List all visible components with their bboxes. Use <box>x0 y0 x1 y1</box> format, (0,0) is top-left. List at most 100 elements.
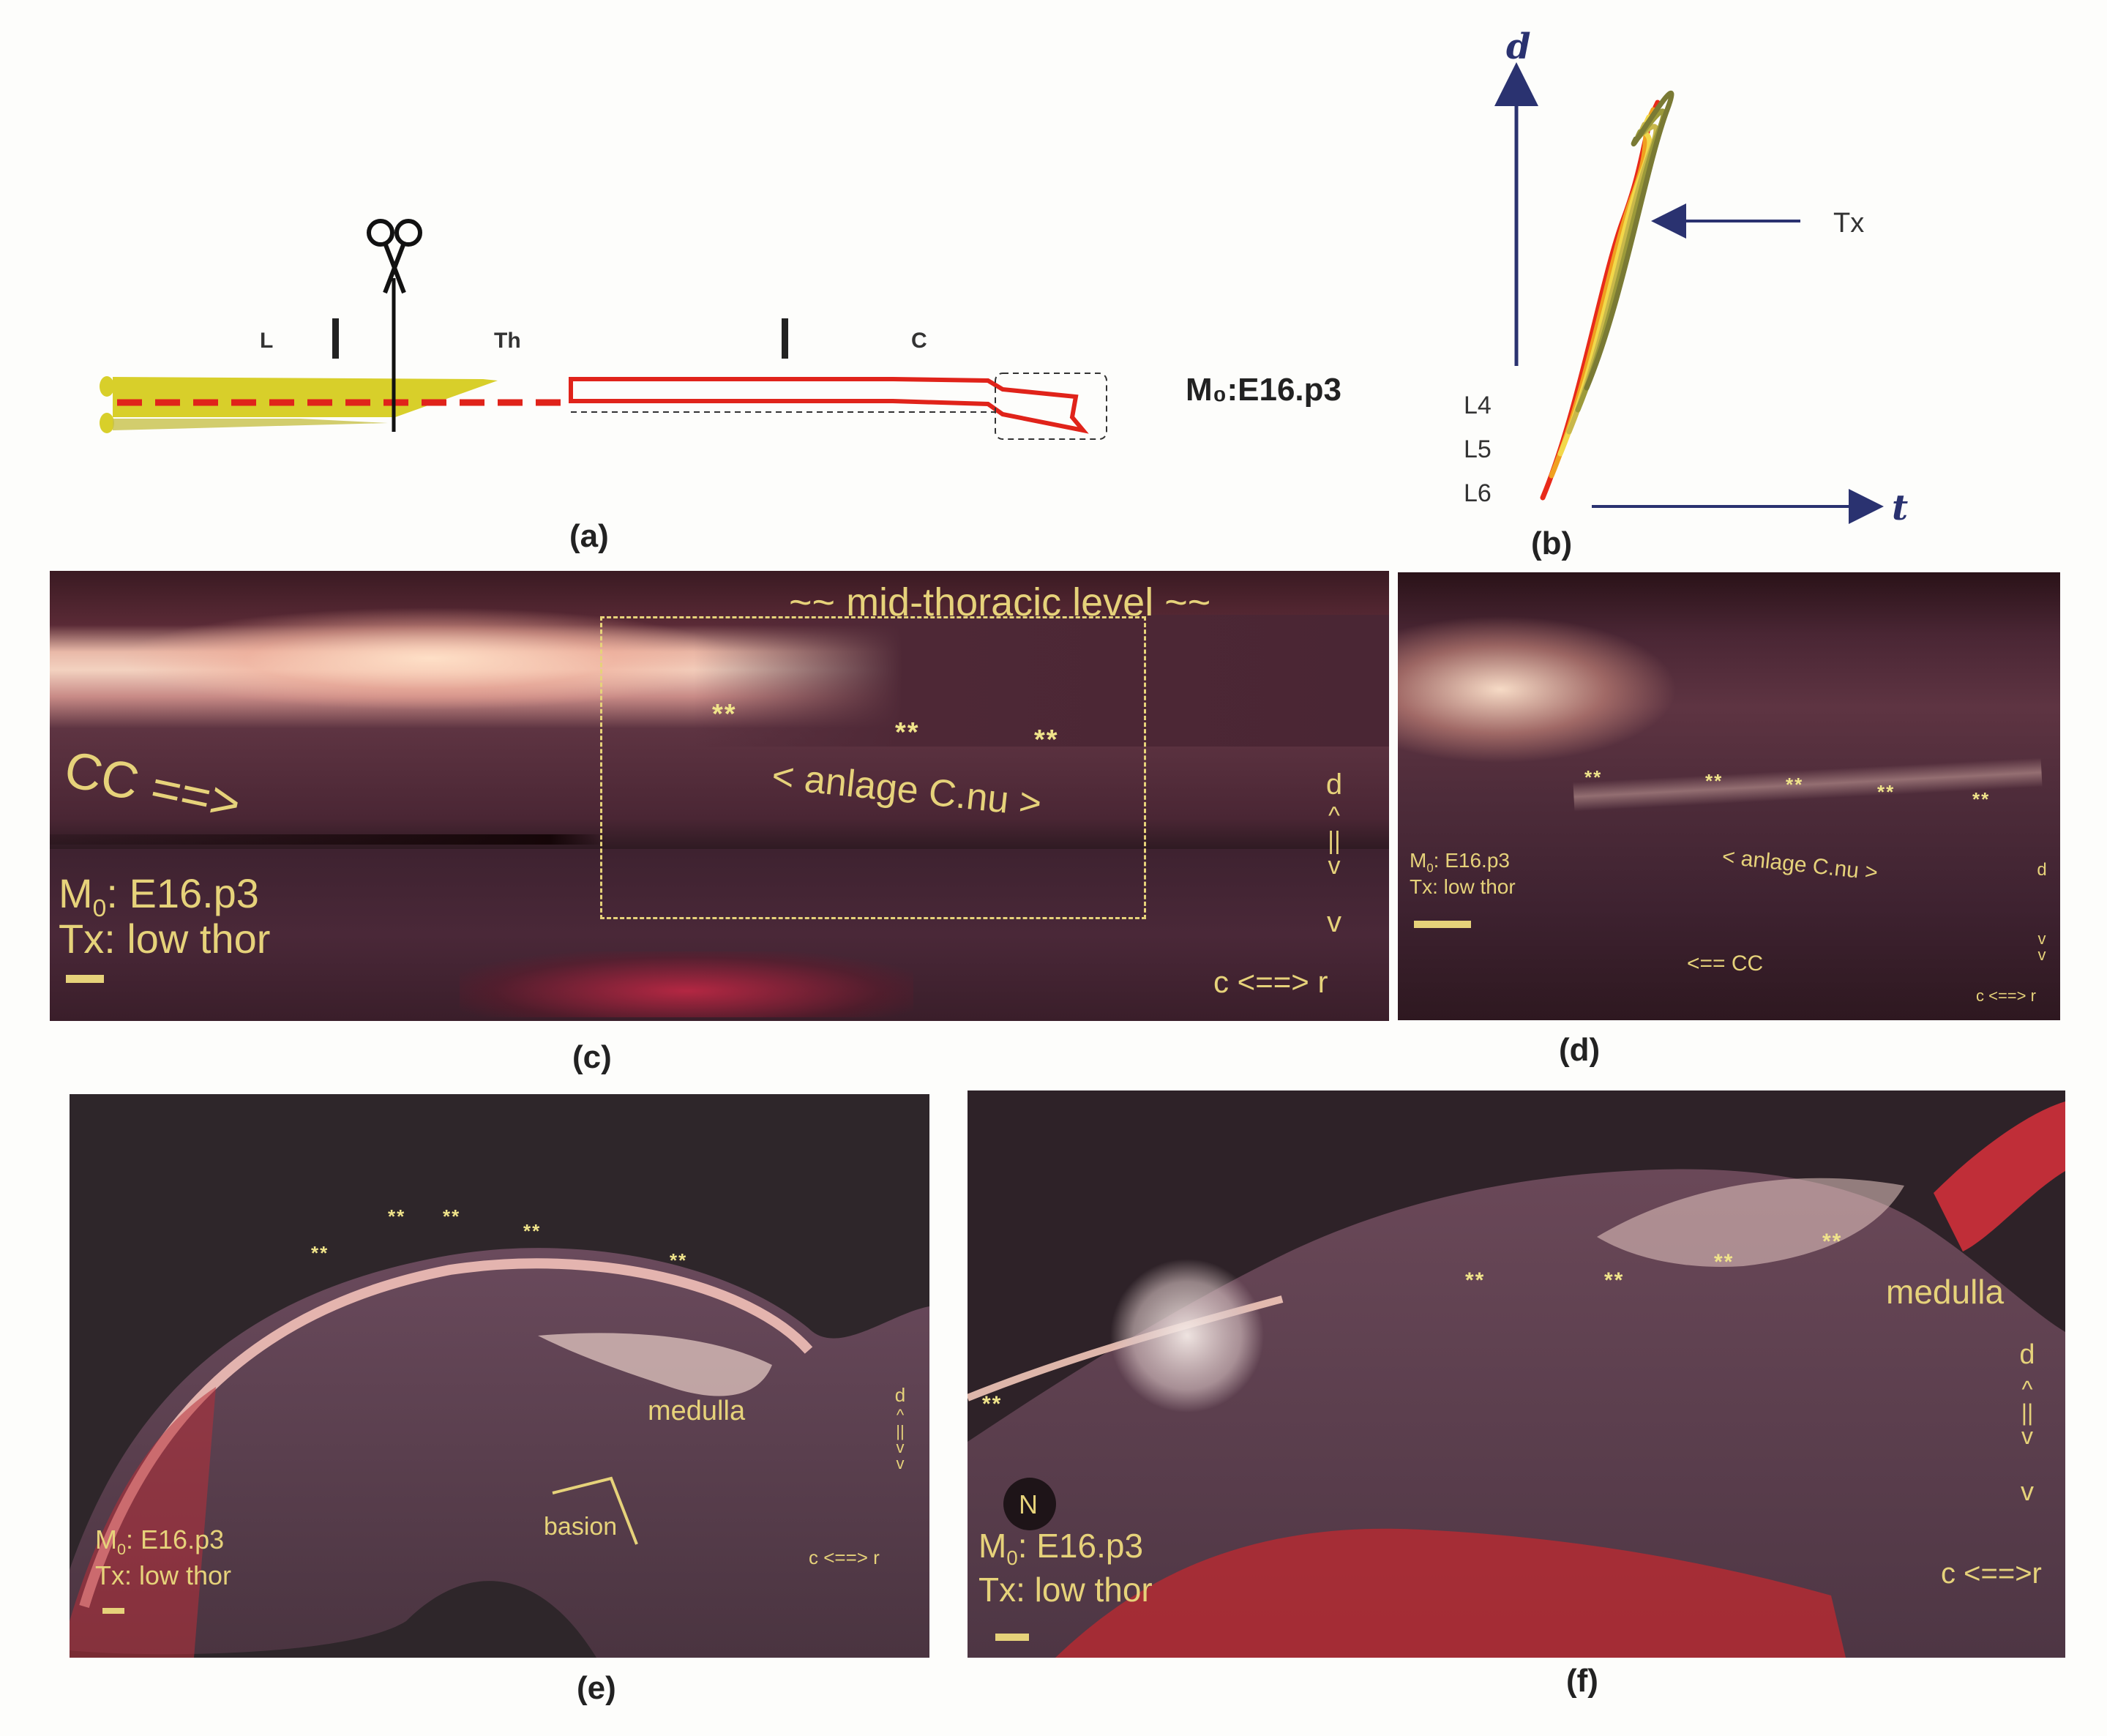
title-mid-thoracic: ~~ mid-thoracic level ~~ <box>789 580 1211 624</box>
star-3: ** <box>1786 774 1804 796</box>
model-label: M0: E16.p3 <box>59 869 259 923</box>
brainstem-box <box>995 373 1107 440</box>
m0-prefix: M <box>1410 849 1427 872</box>
central-canal-line <box>50 834 606 845</box>
m0-prefix: M <box>95 1524 117 1554</box>
orient-d: d <box>2037 860 2047 880</box>
m0-sub: 0 <box>1006 1546 1018 1570</box>
star-1: ** <box>1584 766 1603 788</box>
panel-b-curves: d t Tx L4 L5 L6 <box>1464 26 1908 527</box>
red-cells <box>460 951 913 1017</box>
segment-label-L: L <box>260 329 273 353</box>
panel-b-label: (b) <box>1531 525 1573 561</box>
star-2: ** <box>443 1205 461 1227</box>
panel-f-label: (f) <box>1566 1663 1598 1699</box>
panel-a-label: (a) <box>569 518 609 554</box>
star-3: ** <box>1034 725 1059 755</box>
basion-label: basion <box>544 1513 618 1541</box>
cervical-outline <box>569 377 1089 434</box>
scale-bar <box>66 975 104 983</box>
red-margin <box>70 1387 216 1658</box>
n-label: N <box>1019 1489 1038 1519</box>
m0-prefix: M <box>978 1527 1007 1565</box>
growth-curve <box>1584 90 1674 391</box>
m0-prefix: M <box>59 870 93 916</box>
orient-cr: c <==> r <box>1213 965 1328 999</box>
level-bar-right <box>782 318 788 359</box>
m0-suffix: : E16.p3 <box>1017 1527 1144 1565</box>
orient-cr: c <==> r <box>1976 987 2036 1005</box>
star-1: ** <box>388 1205 406 1227</box>
orient-axis: ^ || v <box>2021 1376 2034 1449</box>
scissors-icon <box>367 219 422 294</box>
tx-label: Tx <box>1833 208 1864 239</box>
star-5: ** <box>311 1242 329 1264</box>
panel-e-micrograph: ** ** ** ** ** medulla basion M0: E16.p3… <box>70 1094 929 1658</box>
star-2: ** <box>1705 770 1724 792</box>
m0-suffix: : E16.p3 <box>106 870 259 916</box>
star-2: ** <box>1465 1268 1486 1292</box>
bright-tract <box>538 1333 772 1396</box>
level-bar-left <box>332 318 339 359</box>
segment-label-C: C <box>911 329 927 353</box>
n-circle <box>1003 1478 1056 1530</box>
panel-a-model-label: M₀:E16.p3 <box>1186 372 1341 408</box>
axis-d-label: d <box>1506 26 1531 67</box>
orient-v: v <box>2021 1476 2034 1506</box>
panel-f-micrograph: N ** ** ** ** ** medulla M0: E16.p3 Tx: … <box>968 1090 2065 1658</box>
scale-bar <box>102 1608 124 1614</box>
orient-d: d <box>2019 1339 2035 1370</box>
fiber-fade <box>694 615 1389 747</box>
star-1: ** <box>712 699 737 730</box>
lumbar-end-bottom <box>100 413 114 433</box>
orient-cr: c <==>r <box>1941 1557 2042 1590</box>
orient-v: v v <box>2037 929 2046 964</box>
lumbar-end-top <box>100 376 114 397</box>
panel-c-label: (c) <box>572 1039 612 1075</box>
m0-suffix: : E16.p3 <box>126 1524 225 1554</box>
m0-suffix: : E16.p3 <box>1433 849 1510 872</box>
star-4: ** <box>1877 781 1895 803</box>
glare-circle <box>1110 1259 1264 1413</box>
model-label: M0: E16.p3 <box>95 1524 224 1559</box>
orient-v: v <box>1327 906 1341 938</box>
orient-cr: c <==> r <box>809 1546 880 1568</box>
m0-sub: 0 <box>92 895 107 923</box>
star-4: ** <box>1714 1250 1734 1274</box>
cc-label: <== CC <box>1687 951 1764 976</box>
rostral-red <box>1934 1101 2065 1252</box>
tx-label: Tx: low thor <box>978 1571 1153 1609</box>
panel-e-label: (e) <box>577 1670 616 1706</box>
model-label: M0: E16.p3 <box>978 1526 1143 1570</box>
medulla-label: medulla <box>1886 1273 2005 1311</box>
anlage-label: < anlage C.nu > <box>1721 845 1879 886</box>
orient-axis: ^ || v v <box>896 1406 905 1473</box>
star-5: ** <box>1822 1230 1843 1254</box>
scale-bar <box>1414 921 1471 928</box>
growth-curves <box>1540 90 1674 501</box>
fiber-fan <box>1597 1178 1904 1267</box>
tx-label: Tx: low thor <box>1410 875 1516 898</box>
level-L4: L4 <box>1464 392 1492 419</box>
star-5: ** <box>1972 788 1991 810</box>
panel-f-tissue <box>968 1101 2065 1658</box>
tx-label: Tx: low thor <box>95 1560 232 1590</box>
cc-arrow: CC ==> <box>59 739 246 833</box>
star-1: ** <box>982 1392 1003 1416</box>
model-label: M0: E16.p3 <box>1410 849 1510 876</box>
lumbar-segment <box>113 377 498 417</box>
star-3: ** <box>1604 1268 1625 1292</box>
level-L6: L6 <box>1464 479 1492 507</box>
ventral-red <box>1055 1528 1846 1658</box>
orient-d: d <box>1325 768 1343 801</box>
lumbar-segment-lower <box>113 419 388 430</box>
panel-a-schematic: L Th C <box>100 219 1107 440</box>
star-4: ** <box>670 1249 688 1271</box>
dashed-box <box>600 616 1146 919</box>
orient-d: d <box>894 1384 906 1406</box>
m0-sub: 0 <box>1426 861 1434 875</box>
basion-bracket <box>552 1476 638 1545</box>
medulla-label: medulla <box>648 1396 746 1426</box>
level-L5: L5 <box>1464 435 1492 463</box>
segment-label-Th: Th <box>494 329 521 353</box>
